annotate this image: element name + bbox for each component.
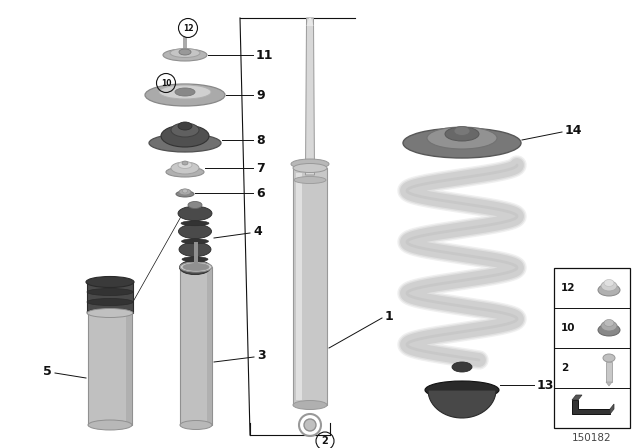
Ellipse shape — [291, 159, 329, 169]
Ellipse shape — [601, 281, 617, 291]
Text: 3: 3 — [257, 349, 266, 362]
Ellipse shape — [179, 242, 211, 257]
Text: 2: 2 — [561, 363, 568, 373]
Ellipse shape — [179, 49, 191, 55]
Ellipse shape — [179, 189, 191, 195]
Ellipse shape — [183, 263, 209, 271]
Text: 13: 13 — [537, 379, 554, 392]
Polygon shape — [88, 300, 132, 425]
Ellipse shape — [293, 164, 327, 172]
Ellipse shape — [179, 260, 211, 275]
Polygon shape — [428, 390, 496, 418]
Circle shape — [304, 419, 316, 431]
Ellipse shape — [145, 84, 225, 106]
Polygon shape — [293, 168, 327, 405]
Text: 12: 12 — [183, 23, 193, 33]
Text: 10: 10 — [561, 323, 575, 333]
Polygon shape — [207, 267, 212, 425]
Ellipse shape — [182, 189, 188, 193]
Polygon shape — [87, 282, 133, 313]
Ellipse shape — [454, 126, 470, 135]
Polygon shape — [572, 400, 610, 414]
Polygon shape — [180, 267, 212, 425]
Ellipse shape — [149, 134, 221, 152]
Text: 1: 1 — [385, 310, 394, 323]
Polygon shape — [126, 300, 132, 425]
Ellipse shape — [175, 88, 195, 96]
Text: 12: 12 — [561, 283, 575, 293]
Ellipse shape — [181, 221, 209, 226]
Ellipse shape — [87, 309, 133, 318]
Ellipse shape — [166, 167, 204, 177]
Text: 7: 7 — [256, 161, 265, 175]
Ellipse shape — [603, 354, 615, 362]
Polygon shape — [194, 242, 198, 268]
Text: 4: 4 — [253, 224, 262, 237]
Text: 9: 9 — [256, 89, 264, 102]
Ellipse shape — [188, 202, 202, 208]
Polygon shape — [183, 37, 187, 50]
Polygon shape — [606, 382, 612, 386]
Polygon shape — [305, 18, 314, 175]
Ellipse shape — [427, 127, 497, 149]
Ellipse shape — [171, 123, 199, 137]
Ellipse shape — [178, 161, 192, 168]
Ellipse shape — [178, 122, 192, 130]
Polygon shape — [572, 395, 582, 400]
Ellipse shape — [170, 48, 200, 57]
Ellipse shape — [293, 401, 327, 409]
Ellipse shape — [179, 224, 211, 239]
Text: 8: 8 — [256, 134, 264, 146]
Ellipse shape — [171, 162, 199, 174]
Ellipse shape — [159, 85, 211, 99]
Ellipse shape — [87, 298, 133, 306]
Polygon shape — [307, 18, 314, 26]
Text: 11: 11 — [256, 48, 273, 61]
Text: 150182: 150182 — [572, 433, 612, 443]
Ellipse shape — [598, 284, 620, 296]
Polygon shape — [296, 173, 302, 400]
Polygon shape — [606, 362, 612, 382]
Ellipse shape — [182, 257, 208, 262]
Ellipse shape — [425, 381, 499, 399]
Ellipse shape — [182, 239, 209, 244]
Polygon shape — [610, 404, 614, 414]
Ellipse shape — [598, 324, 620, 336]
Ellipse shape — [604, 280, 614, 287]
Ellipse shape — [178, 206, 212, 220]
Ellipse shape — [403, 128, 521, 158]
Ellipse shape — [445, 127, 479, 141]
FancyBboxPatch shape — [554, 268, 630, 428]
Ellipse shape — [294, 177, 326, 184]
Text: 10: 10 — [161, 78, 172, 87]
Ellipse shape — [182, 161, 188, 165]
Ellipse shape — [87, 309, 133, 315]
Ellipse shape — [180, 421, 212, 430]
Text: 5: 5 — [44, 365, 52, 378]
Ellipse shape — [87, 289, 133, 296]
Ellipse shape — [452, 362, 472, 372]
Ellipse shape — [604, 319, 614, 327]
Ellipse shape — [86, 276, 134, 288]
Text: 14: 14 — [565, 124, 582, 137]
Ellipse shape — [161, 125, 209, 147]
Text: 2: 2 — [322, 436, 328, 446]
Ellipse shape — [176, 191, 194, 197]
Text: 6: 6 — [256, 186, 264, 199]
Ellipse shape — [601, 321, 617, 331]
Ellipse shape — [163, 49, 207, 61]
Ellipse shape — [88, 420, 132, 430]
Ellipse shape — [180, 262, 212, 272]
